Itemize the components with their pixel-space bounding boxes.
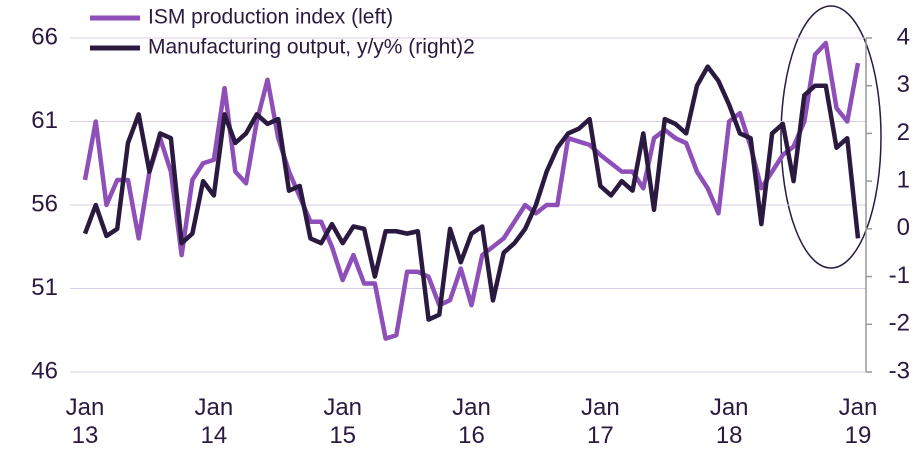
y2-tick-label: 1 [897,166,910,193]
highlight-ellipse [780,5,882,269]
legend-label: Manufacturing output, y/y% (right)2 [148,36,475,59]
y2-tick-label: 2 [897,119,910,146]
y-tick-label: 61 [31,107,58,134]
y2-tick-label: -2 [889,310,910,337]
y-tick-label: 66 [31,23,58,50]
y2-tick-label: -1 [889,262,910,289]
y-tick-label: 46 [31,357,58,384]
legend-label: ISM production index (left) [148,6,393,29]
x-tick-label: Jan 13 [66,394,105,449]
y-tick-label: 51 [31,274,58,301]
series-line [82,40,861,341]
x-tick-label: Jan 15 [323,394,362,449]
x-tick-label: Jan 19 [839,394,878,449]
y2-tick-label: 3 [897,71,910,98]
y2-tick-label: 0 [897,214,910,241]
y2-tick-label: 4 [897,23,910,50]
y2-tick-label: -3 [889,357,910,384]
x-tick-label: Jan 18 [710,394,749,449]
x-tick-label: Jan 14 [194,394,233,449]
series-line [82,64,861,322]
x-tick-label: Jan 17 [581,394,620,449]
x-tick-label: Jan 16 [452,394,491,449]
y-tick-label: 56 [31,190,58,217]
